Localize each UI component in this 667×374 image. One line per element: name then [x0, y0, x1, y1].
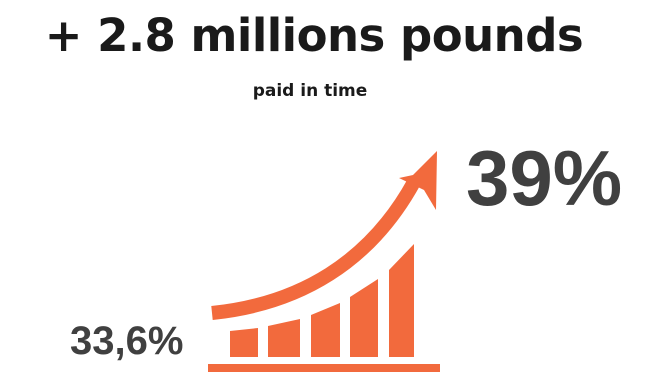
- growth-bar-3: [311, 303, 340, 357]
- growth-bar-4: [350, 279, 378, 357]
- growth-curve: [211, 178, 421, 320]
- growth-arrow-bars-icon: [208, 151, 440, 372]
- start-percentage: 33,6%: [70, 319, 184, 363]
- end-percentage: 39%: [466, 134, 623, 222]
- subheadline: paid in time: [252, 81, 368, 101]
- growth-bar-2: [268, 319, 300, 357]
- growth-arrow-head: [399, 151, 437, 210]
- headline: + 2.8 millions pounds: [44, 9, 584, 62]
- growth-bar-5: [389, 244, 414, 357]
- growth-bar-1: [230, 328, 258, 357]
- growth-baseline: [208, 364, 440, 372]
